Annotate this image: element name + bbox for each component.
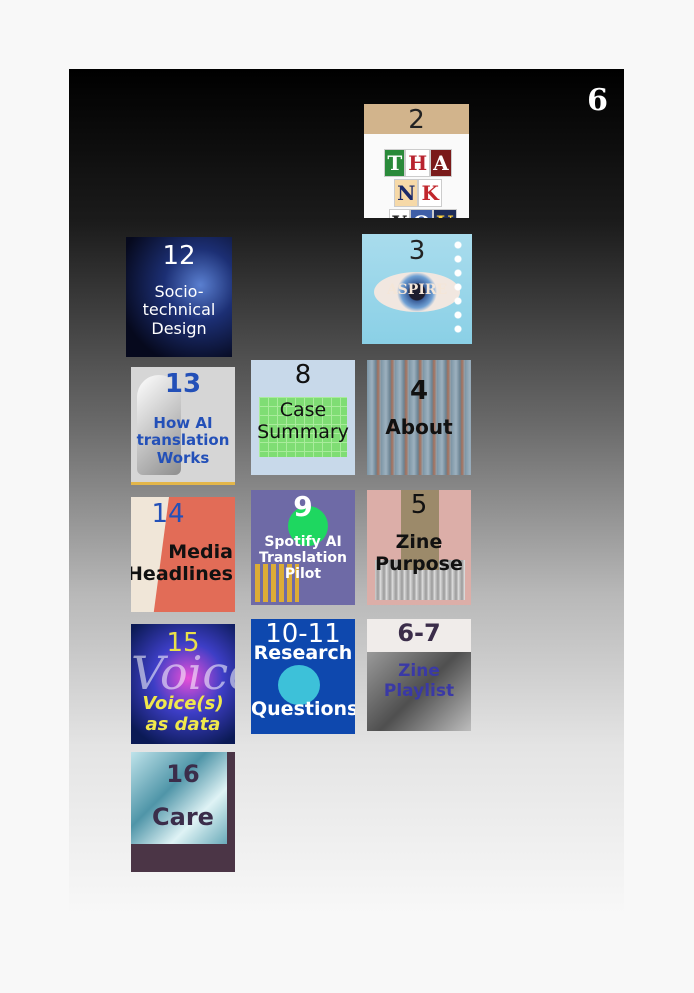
speaking-head-icon bbox=[278, 665, 320, 705]
tile-number: 8 bbox=[294, 360, 312, 390]
tile-number: 5 bbox=[410, 490, 428, 520]
tile-zine-playlist[interactable]: 6-7 Zine Playlist bbox=[367, 619, 471, 731]
tile-media-headlines[interactable]: 14 Media Headlines bbox=[131, 497, 235, 612]
care-image bbox=[131, 752, 227, 844]
tile-label: Care bbox=[152, 803, 214, 831]
ransom-letter: T bbox=[384, 149, 406, 177]
page-number: 6 bbox=[587, 83, 608, 118]
flowers-decoration bbox=[450, 238, 466, 338]
tile-label: ASPIRE bbox=[386, 282, 448, 298]
tile-number: 13 bbox=[164, 369, 202, 399]
tile-voices-as-data[interactable]: Voice 15 Voice(s) as data bbox=[131, 624, 235, 744]
voice-word-art: Voice bbox=[131, 646, 235, 700]
ransom-letter: K bbox=[418, 179, 442, 207]
tile-aspire[interactable]: 3 ASPIRE bbox=[362, 234, 472, 344]
ransom-letter: U bbox=[433, 209, 457, 218]
tile-care[interactable]: 16 Care bbox=[131, 752, 235, 872]
playlist-photo bbox=[367, 652, 471, 731]
tile-spotify-pilot[interactable]: 9 Spotify AI Translation Pilot bbox=[251, 490, 355, 605]
tile-number: 3 bbox=[408, 236, 426, 266]
tile-number: 12 bbox=[162, 241, 196, 271]
ransom-letter: O bbox=[409, 209, 434, 218]
post-image bbox=[401, 490, 439, 570]
eye-image bbox=[374, 272, 460, 312]
tile-label: Socio-technical Design bbox=[142, 282, 216, 338]
ransom-letter: Y bbox=[389, 209, 410, 218]
ransom-letter: N bbox=[394, 179, 419, 207]
tile-number: 14 bbox=[151, 499, 185, 529]
tile-label: Case Summary bbox=[257, 399, 349, 443]
tile-label: Media Headlines bbox=[131, 541, 233, 585]
tile-label-bottom: Questions bbox=[251, 698, 355, 720]
tile-about[interactable]: 4 About bbox=[367, 360, 471, 475]
tile-label: Voice(s) as data bbox=[142, 693, 224, 735]
tile-number: 9 bbox=[293, 490, 313, 523]
tile-zine-purpose[interactable]: 5 Zine Purpose bbox=[367, 490, 471, 605]
tile-label: How AI translation Works bbox=[136, 414, 230, 467]
tile-number: 15 bbox=[166, 628, 200, 658]
grid-paper-image bbox=[259, 397, 347, 457]
tile-number: 10-11 bbox=[265, 619, 341, 649]
tile-number: 16 bbox=[166, 760, 200, 788]
tile-header-band bbox=[364, 104, 469, 134]
tile-number: 6-7 bbox=[397, 619, 441, 647]
tile-number: 2 bbox=[408, 105, 425, 135]
tile-number: 4 bbox=[409, 376, 429, 406]
tile-how-ai-translation-works[interactable]: 13 How AI translation Works bbox=[131, 367, 235, 485]
ransom-letter: A bbox=[430, 149, 452, 177]
tile-socio-technical-design[interactable]: 12 Socio-technical Design bbox=[126, 237, 232, 357]
tile-label: Zine Playlist bbox=[383, 661, 455, 701]
ransom-letter: H bbox=[405, 149, 431, 177]
tile-label: Zine Purpose bbox=[375, 531, 463, 575]
tile-label: About bbox=[385, 415, 453, 439]
tile-label: Spotify AI Translation Pilot bbox=[259, 534, 347, 583]
tile-label-top: Research bbox=[253, 642, 353, 664]
tile-research-questions[interactable]: 10-11 Research Questions bbox=[251, 619, 355, 734]
spotify-icon bbox=[288, 506, 328, 546]
robot-image bbox=[137, 375, 181, 475]
crowd-image bbox=[255, 564, 299, 602]
tile-case-summary[interactable]: 8 Case Summary bbox=[251, 360, 355, 475]
